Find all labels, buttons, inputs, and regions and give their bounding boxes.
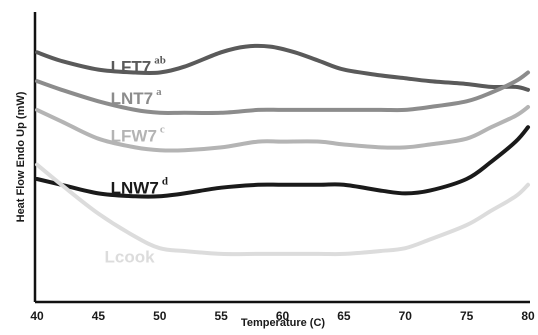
series-superscript-lfw7: c (160, 124, 165, 136)
series-label-lft7: LFT7 (111, 57, 152, 76)
x-tick-label: 60 (276, 309, 290, 323)
series-line-lnt7 (35, 70, 530, 116)
series-label-lnw7: LNW7 (111, 178, 159, 197)
axes (33, 12, 530, 304)
x-tick-label: 55 (214, 309, 228, 323)
x-tick-label: 45 (92, 309, 106, 323)
series-superscript-lnt7: a (156, 86, 162, 98)
series-label-lfw7: LFW7 (111, 127, 157, 146)
series-line-lft7 (35, 43, 530, 92)
series-line-lcook (35, 162, 530, 257)
series-label-lcook: Lcook (105, 248, 156, 267)
x-tick-label: 40 (30, 309, 44, 323)
x-tick-label: 75 (460, 309, 474, 323)
x-axis-title: Temperature (C) (241, 317, 325, 329)
x-tick-label: 70 (399, 309, 413, 323)
x-tick-label: 80 (521, 309, 535, 323)
y-axis-title: Heat Flow Endo Up (mW) (15, 91, 27, 222)
series-line-lnw7 (35, 125, 530, 199)
series-labels: LFT7 ab LNT7 a LFW7 c LNW7 d Lcook (105, 54, 168, 266)
x-tick-labels: 40 45 50 55 60 65 70 75 80 (30, 309, 535, 323)
x-tick-label: 65 (337, 309, 351, 323)
series-lines (35, 43, 530, 257)
series-superscript-lft7: ab (154, 54, 166, 66)
series-line-lfw7 (35, 105, 530, 153)
series-superscript-lnw7: d (162, 175, 168, 187)
x-tick-label: 50 (153, 309, 167, 323)
series-label-lnt7: LNT7 (111, 89, 153, 108)
